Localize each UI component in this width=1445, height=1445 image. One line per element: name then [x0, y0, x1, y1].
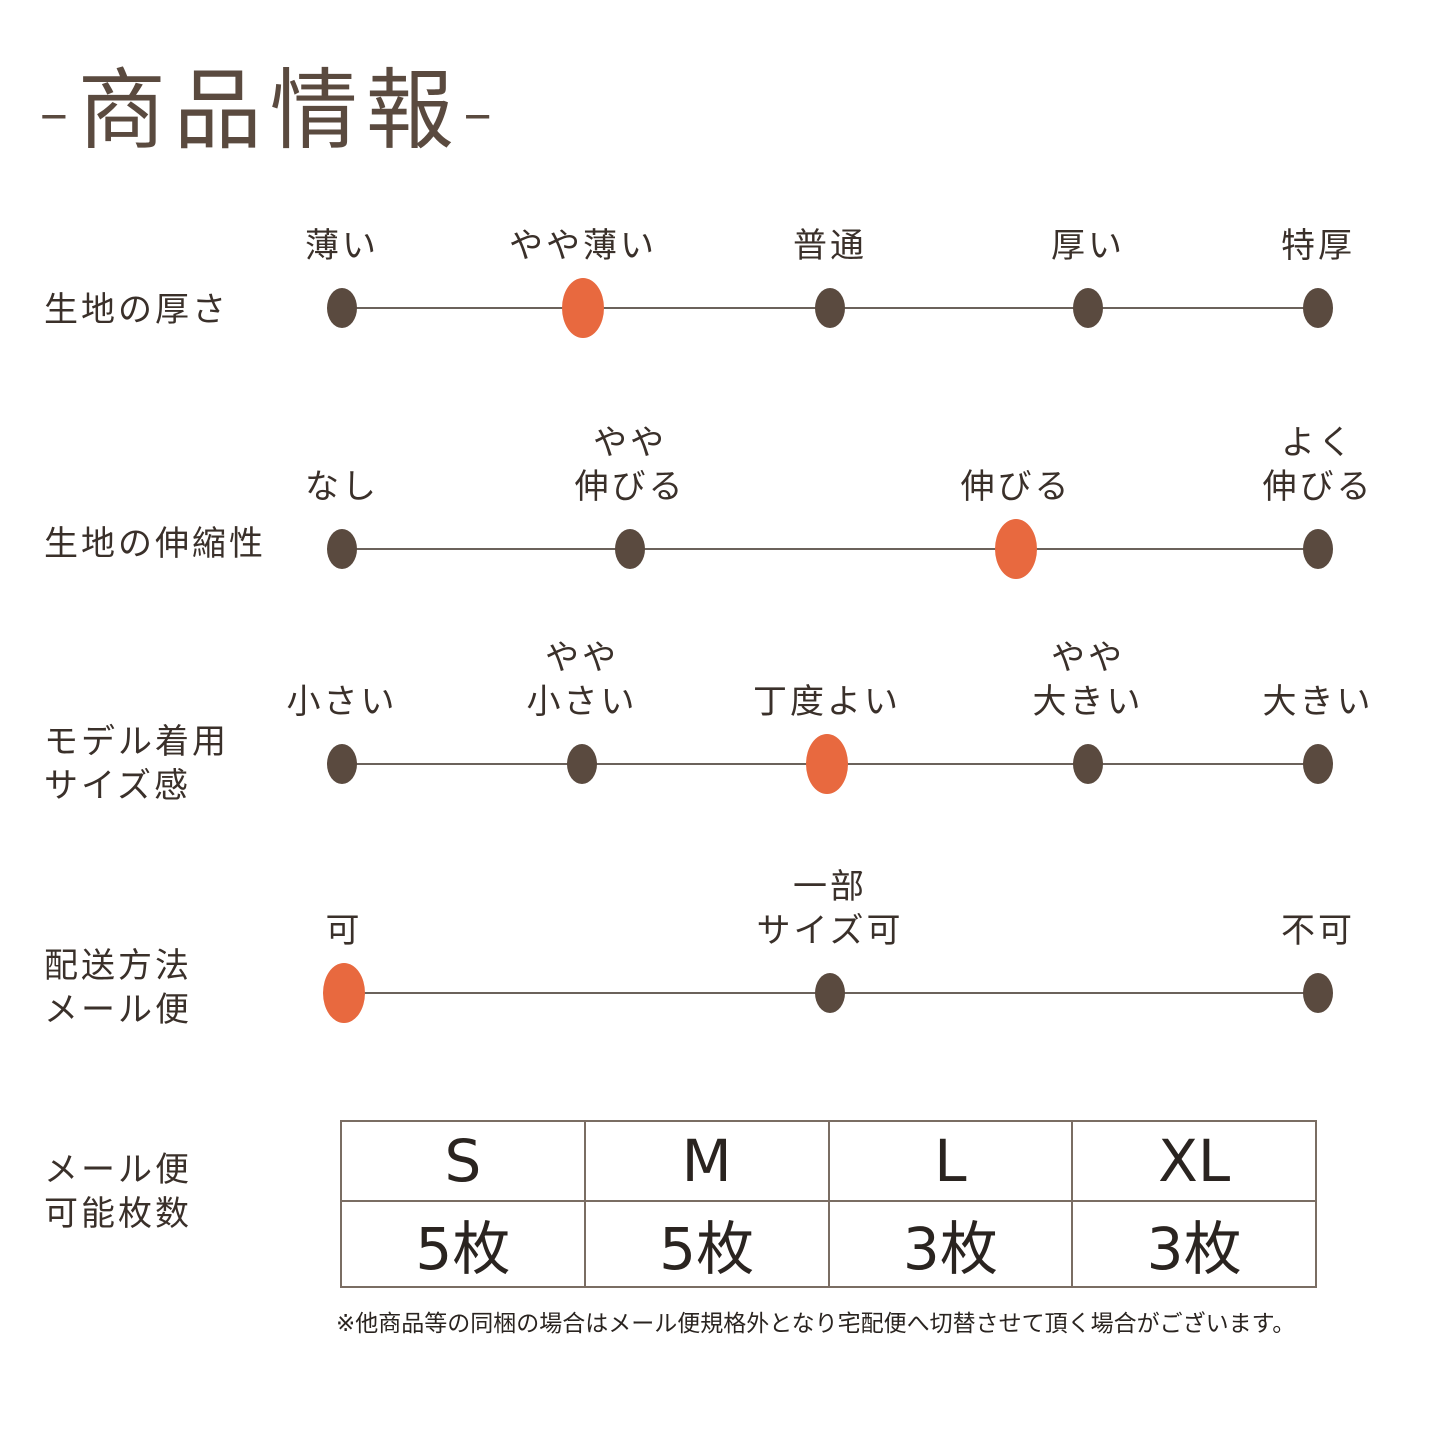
- page-title: -商品情報-: [38, 59, 502, 162]
- scale-option-label: よく 伸びる: [1262, 423, 1374, 507]
- scale-option-label: 丁度よい: [753, 682, 901, 722]
- scale-dot: [327, 744, 357, 784]
- scale-option-label: やや 大きい: [1032, 638, 1144, 722]
- scale-option-label: 特厚: [1281, 226, 1355, 266]
- scale-dot: [1073, 744, 1103, 784]
- scale-dot: [1303, 529, 1333, 569]
- scale-dot: [815, 288, 845, 328]
- selected-dot: [562, 278, 604, 338]
- size-row: S M L XL: [340, 1120, 1317, 1202]
- scale-option-label: 伸びる: [960, 467, 1072, 507]
- scale-option-label: やや 伸びる: [574, 423, 686, 507]
- scale-dot: [567, 744, 597, 784]
- scale-dot: [615, 529, 645, 569]
- count-row: 5枚 5枚 3枚 3枚: [340, 1200, 1317, 1288]
- footnote: ※他商品等の同梱の場合はメール便規格外となり宅配便へ切替させて頂く場合がございま…: [336, 1311, 1296, 1337]
- scale-dot: [1303, 973, 1333, 1013]
- scale-option-label: 厚い: [1051, 226, 1125, 266]
- size-cell: M: [583, 1120, 830, 1202]
- row-label: 配送方法 メール便: [44, 946, 192, 1030]
- row-label: 生地の厚さ: [44, 290, 229, 330]
- scale-dot: [1073, 288, 1103, 328]
- scale-option-label: 薄い: [305, 226, 379, 266]
- size-cell: S: [340, 1120, 586, 1202]
- scale-option-label: やや薄い: [509, 226, 657, 266]
- scale-dot: [1303, 288, 1333, 328]
- scale-option-label: 不可: [1281, 911, 1355, 951]
- scale-dot: [1303, 744, 1333, 784]
- scale-option-label: なし: [305, 467, 379, 507]
- mail-count-label: メール便 可能枚数: [44, 1150, 192, 1234]
- count-cell: 5枚: [340, 1200, 586, 1288]
- count-cell: 3枚: [1071, 1200, 1317, 1288]
- scale-option-label: 大きい: [1262, 682, 1374, 722]
- scale-option-label: 小さい: [286, 682, 398, 722]
- row-label: 生地の伸縮性: [44, 524, 266, 564]
- size-cell: L: [827, 1120, 1074, 1202]
- scale-option-label: やや 小さい: [526, 638, 638, 722]
- selected-dot: [995, 519, 1037, 579]
- scale-option-label: 一部 サイズ可: [756, 867, 904, 951]
- scale-option-label: 普通: [793, 226, 867, 266]
- scale-dot: [327, 529, 357, 569]
- scale-dot: [327, 288, 357, 328]
- selected-dot: [323, 963, 365, 1023]
- scale-option-label: 可: [325, 911, 363, 951]
- scale-line: [342, 548, 1318, 550]
- scale-dot: [815, 973, 845, 1013]
- count-cell: 3枚: [827, 1200, 1074, 1288]
- count-cell: 5枚: [583, 1200, 830, 1288]
- mail-count-table: S M L XL 5枚 5枚 3枚 3枚: [340, 1120, 1317, 1288]
- size-cell: XL: [1071, 1120, 1317, 1202]
- row-label: モデル着用 サイズ感: [44, 722, 229, 806]
- selected-dot: [806, 734, 848, 794]
